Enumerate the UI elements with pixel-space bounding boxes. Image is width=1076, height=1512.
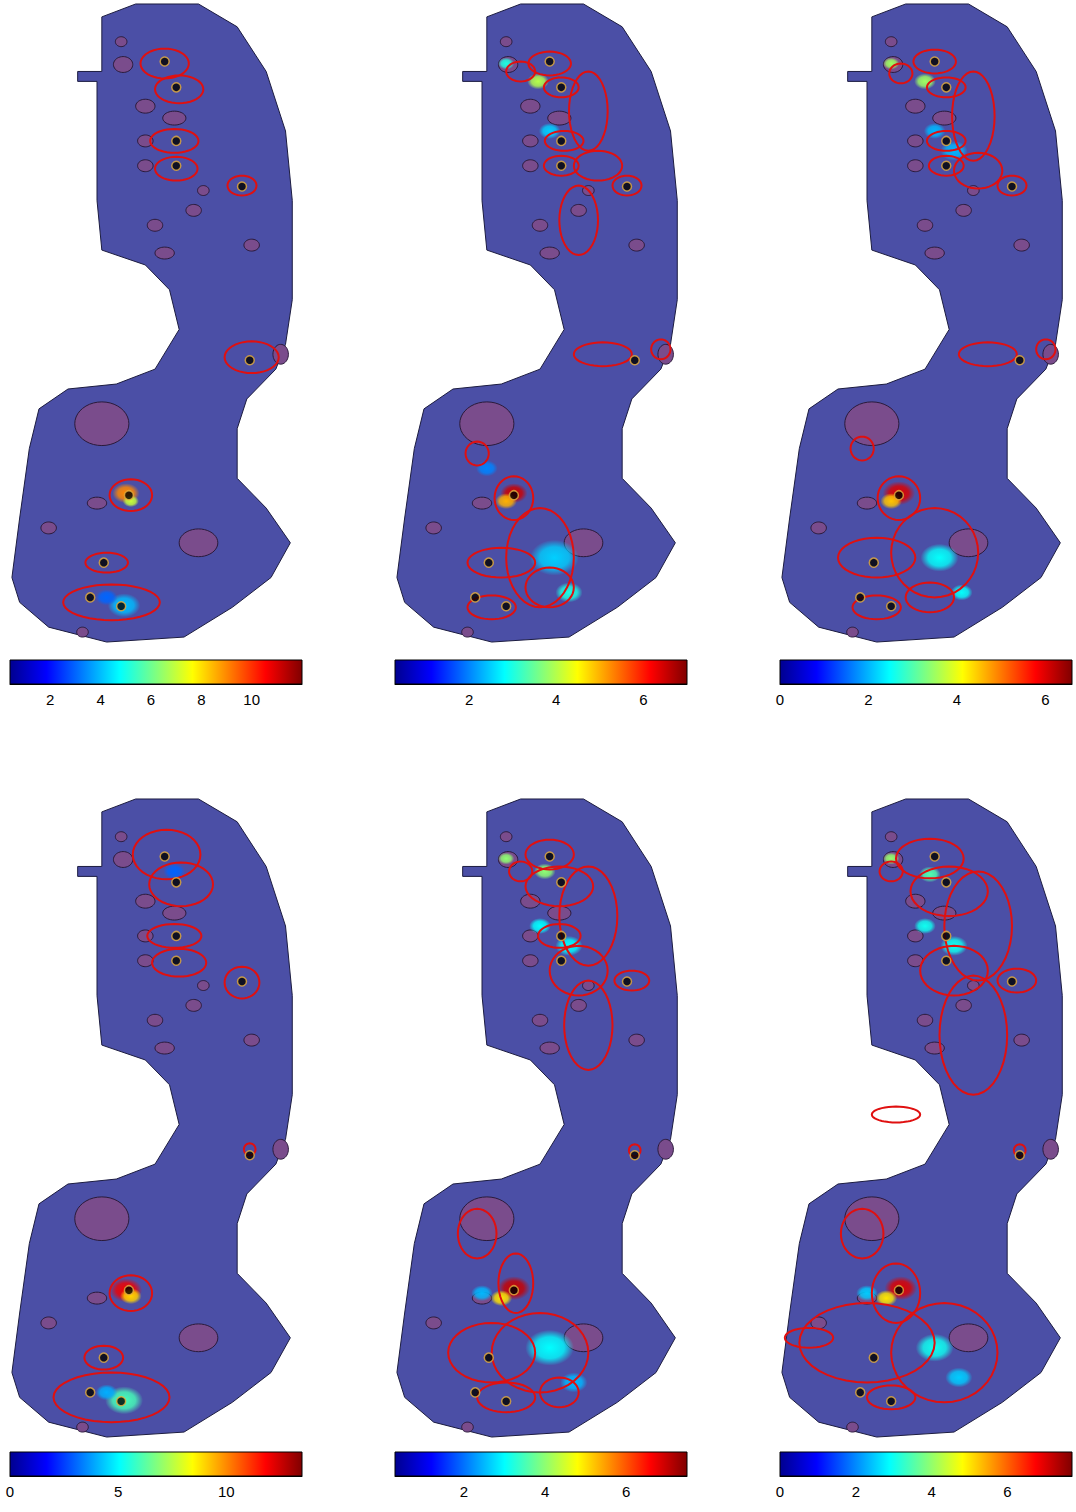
svg-text:4: 4 xyxy=(96,691,104,708)
svg-text:4: 4 xyxy=(953,691,961,708)
svg-text:6: 6 xyxy=(639,691,647,708)
svg-text:6: 6 xyxy=(1041,691,1049,708)
svg-text:4: 4 xyxy=(552,691,560,708)
svg-text:2: 2 xyxy=(460,1483,468,1500)
svg-text:8: 8 xyxy=(197,691,205,708)
svg-text:2: 2 xyxy=(864,691,872,708)
svg-text:0: 0 xyxy=(6,1483,14,1500)
svg-text:6: 6 xyxy=(622,1483,630,1500)
svg-text:6: 6 xyxy=(1003,1483,1011,1500)
svg-text:10: 10 xyxy=(243,691,260,708)
svg-text:5: 5 xyxy=(114,1483,122,1500)
svg-text:4: 4 xyxy=(928,1483,936,1500)
svg-text:2: 2 xyxy=(852,1483,860,1500)
svg-text:10: 10 xyxy=(218,1483,235,1500)
svg-text:0: 0 xyxy=(776,1483,784,1500)
svg-text:6: 6 xyxy=(147,691,155,708)
svg-text:4: 4 xyxy=(541,1483,549,1500)
svg-text:2: 2 xyxy=(465,691,473,708)
svg-text:2: 2 xyxy=(46,691,54,708)
svg-text:0: 0 xyxy=(776,691,784,708)
